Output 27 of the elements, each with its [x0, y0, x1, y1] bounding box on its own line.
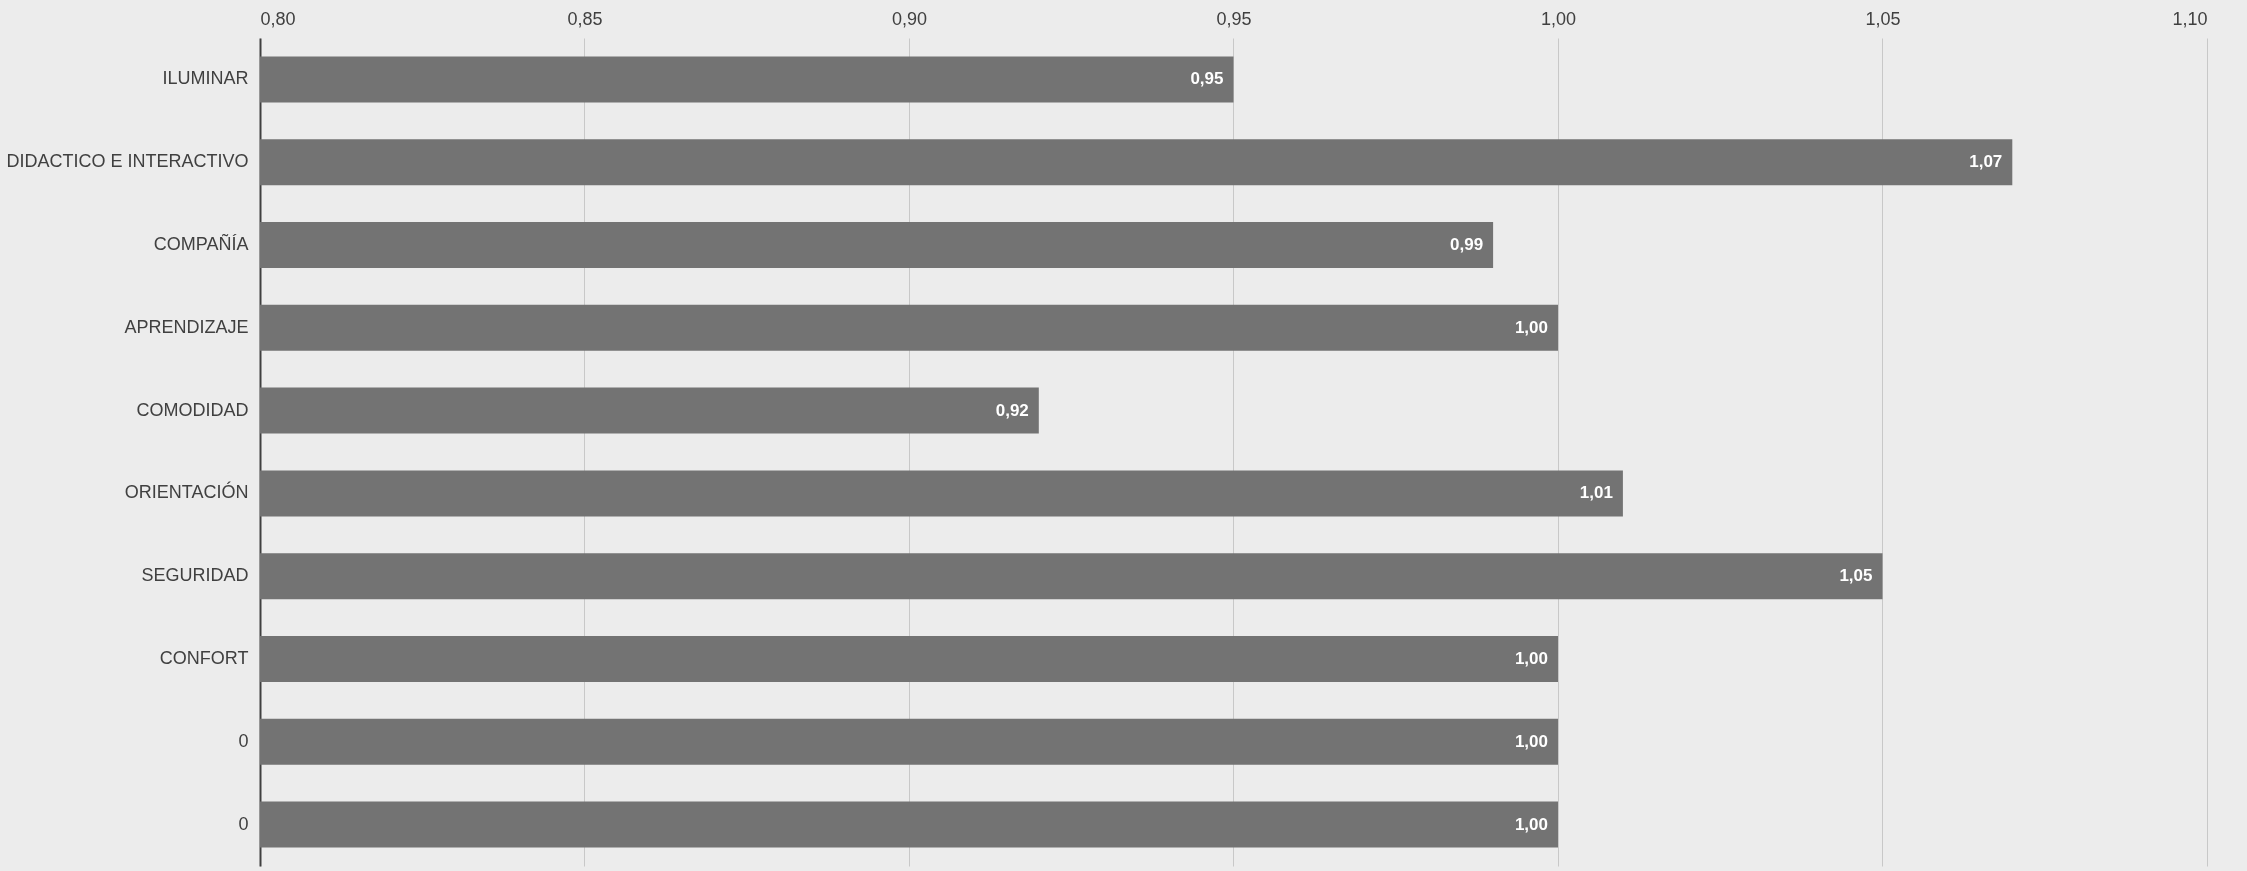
data-label: 0,92: [995, 400, 1029, 420]
data-label: 0,95: [1190, 69, 1224, 89]
x-tick-label: 0,85: [567, 8, 603, 29]
y-tick-label: ORIENTACIÓN: [124, 481, 249, 503]
y-tick-label: 0: [238, 813, 249, 834]
y-tick-label: APRENDIZAJE: [124, 316, 249, 337]
x-tick-label: 0,90: [891, 8, 928, 29]
x-tick-label: 1,10: [2172, 8, 2208, 29]
y-tick-label: ILUMINAR: [162, 68, 249, 89]
y-tick-label: SEGURIDAD: [141, 565, 249, 586]
x-tick-label: 0,95: [1216, 8, 1252, 29]
data-label: 1,00: [1514, 814, 1548, 834]
data-label: 1,00: [1514, 317, 1548, 337]
y-tick-label: COMODIDAD: [136, 399, 249, 420]
y-tick-label: CONFORT: [159, 648, 249, 668]
x-tick-label: 0,80: [260, 8, 296, 29]
data-label: 1,00: [1514, 649, 1548, 668]
data-label: 1,00: [1514, 731, 1548, 751]
x-tick-label: 1,00: [1540, 8, 1577, 29]
x-tick-label: 1,05: [1865, 8, 1901, 29]
data-label: 1,01: [1579, 483, 1613, 503]
data-label: 1,05: [1839, 566, 1873, 586]
y-tick-label: 0: [238, 730, 249, 751]
data-label: 1,07: [1969, 152, 2003, 172]
y-tick-label: DIDACTICO E INTERACTIVO: [6, 151, 249, 172]
y-tick-label: COMPAÑÍA: [153, 233, 249, 254]
data-label: 0,99: [1450, 235, 1484, 254]
